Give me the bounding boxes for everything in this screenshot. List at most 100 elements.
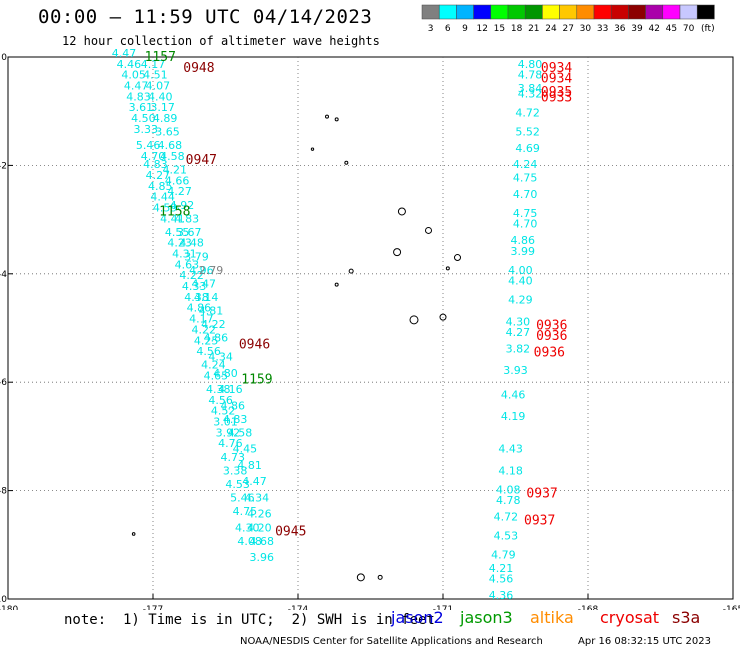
wave-height-label: 3.67 bbox=[177, 226, 202, 239]
wave-height-label: 4.56 bbox=[196, 345, 221, 358]
wave-height-label: 4.80 bbox=[213, 367, 238, 380]
wave-height-label: 4.78 bbox=[496, 494, 521, 507]
island-outline bbox=[348, 268, 354, 274]
wave-height-label: 4.22 bbox=[192, 323, 217, 336]
wave-height-label: 4.72 bbox=[515, 107, 540, 120]
wave-height-label: 4.75 bbox=[513, 207, 538, 220]
wave-height-label: 4.68 bbox=[158, 139, 183, 152]
color-scale-label: 9 bbox=[462, 24, 468, 34]
y-tick-label: -6 bbox=[0, 378, 7, 388]
wave-height-label: 4.63 bbox=[175, 258, 200, 271]
color-scale-label: (ft) bbox=[701, 24, 715, 34]
wave-height-label: 4.27 bbox=[167, 185, 192, 198]
wave-height-label: 4.46 bbox=[117, 58, 142, 71]
wave-height-label: 4.16 bbox=[218, 383, 243, 396]
wave-height-label: 3.79 bbox=[184, 250, 209, 263]
wave-height-label: 4.92 bbox=[170, 199, 195, 212]
wave-height-label: 3.33 bbox=[134, 123, 159, 136]
satellite-legend-s3a: s3a bbox=[672, 608, 701, 627]
wave-height-label: 4.76 bbox=[218, 437, 243, 450]
wave-height-label: 4.43 bbox=[498, 443, 523, 456]
wave-height-label: 4.51 bbox=[143, 69, 168, 82]
wave-height-label: 4.81 bbox=[237, 459, 262, 472]
wave-height-label: 4.70 bbox=[513, 188, 538, 201]
color-scale-label: 30 bbox=[580, 24, 592, 34]
wave-height-label: 3.84 bbox=[518, 82, 543, 95]
wave-height-label: 4.19 bbox=[501, 410, 526, 423]
wave-height-label: 4.47 bbox=[112, 47, 137, 60]
wave-height-label: 4.83 bbox=[126, 90, 151, 103]
wave-height-label: 4.80 bbox=[518, 58, 543, 71]
page-title: 00:00 – 11:59 UTC 04/14/2023 bbox=[38, 6, 373, 28]
wave-height-label: 4.66 bbox=[165, 174, 190, 187]
wave-height-label: 4.50 bbox=[131, 112, 156, 125]
footer-timestamp: Apr 16 08:32:15 UTC 2023 bbox=[578, 636, 711, 647]
wave-height-label: 4.31 bbox=[172, 248, 197, 261]
wave-height-label: 4.38 bbox=[184, 291, 209, 304]
island-outline bbox=[344, 160, 349, 165]
wave-height-label: 3.96 bbox=[250, 551, 275, 564]
satellite-legend-altika: altika bbox=[530, 608, 574, 627]
wave-height-label: 4.46 bbox=[501, 388, 526, 401]
wave-height-label: 4.21 bbox=[163, 164, 188, 177]
wave-height-label: 3.99 bbox=[511, 245, 536, 258]
x-tick-label: -174 bbox=[288, 605, 309, 610]
wave-height-label: 4.17 bbox=[141, 58, 166, 71]
x-tick-label: -177 bbox=[143, 605, 163, 610]
wave-height-label: 4.78 bbox=[518, 69, 543, 82]
island-outline bbox=[131, 532, 136, 536]
time-label: 0936 bbox=[536, 318, 567, 333]
wave-height-label: 4.86 bbox=[511, 234, 536, 247]
wave-height-label: 4.79 bbox=[491, 548, 516, 561]
time-label: 1159 bbox=[241, 372, 272, 387]
wave-height-label: 4.40 bbox=[148, 90, 173, 103]
wave-height-label: 4.52 bbox=[211, 405, 236, 418]
satellite-legend-jason2: jason2 bbox=[391, 608, 444, 627]
color-scale-label: 70 bbox=[683, 24, 695, 34]
wave-height-label: 4.08 bbox=[237, 535, 262, 548]
wave-height-label: 4.22 bbox=[179, 269, 204, 282]
wave-height-label: 5.46 bbox=[230, 491, 255, 504]
footer-note: note: 1) Time is in UTC; 2) SWH is in fe… bbox=[64, 612, 435, 628]
wave-height-label: 4.86 bbox=[204, 332, 229, 345]
y-tick-label: -8 bbox=[0, 487, 7, 497]
wave-height-label: 4.53 bbox=[494, 529, 519, 542]
wave-height-label: 4.32 bbox=[518, 88, 543, 101]
wave-height-label: 4.58 bbox=[228, 426, 253, 439]
wave-height-label: 3.38 bbox=[223, 464, 248, 477]
island-outline bbox=[425, 226, 432, 234]
time-label: 0935 bbox=[541, 85, 572, 100]
wave-height-label: 4.21 bbox=[489, 562, 514, 575]
wave-height-label: 4.73 bbox=[221, 451, 246, 464]
wave-height-label: 4.08 bbox=[496, 483, 521, 496]
color-scale-label: 6 bbox=[445, 24, 451, 34]
time-labels: 1157094809471158094611590945093409340935… bbox=[145, 50, 573, 539]
satellite-legend-cryosat: cryosat bbox=[600, 608, 660, 627]
wave-height-label: 4.68 bbox=[250, 535, 275, 548]
wave-height-label: 4.05 bbox=[121, 69, 146, 82]
wave-height-label: 4.47 bbox=[242, 475, 267, 488]
wave-height-label: 4.53 bbox=[225, 478, 250, 491]
wave-height-label: 4.25 bbox=[194, 334, 219, 347]
wave-height-label: 4.83 bbox=[143, 158, 168, 171]
wave-height-label: 4.22 bbox=[201, 318, 226, 331]
wave-height-label: 4.00 bbox=[508, 264, 533, 277]
island-outline bbox=[325, 114, 329, 119]
island-outline bbox=[445, 266, 450, 271]
wave-height-label: 4.69 bbox=[515, 142, 540, 155]
color-scale-swatch bbox=[696, 4, 715, 20]
wave-height-label: 4.24 bbox=[513, 158, 538, 171]
wave-height-label: 3.92 bbox=[216, 426, 241, 439]
wave-height-label: 4.75 bbox=[233, 505, 258, 518]
color-scale-label: 12 bbox=[476, 24, 487, 34]
time-label: 0936 bbox=[534, 345, 565, 360]
wave-height-label: 5.46 bbox=[136, 139, 161, 152]
y-tick-label: 0 bbox=[1, 53, 7, 63]
wave-height-label: 4.18 bbox=[498, 464, 523, 477]
wave-height-label: 4.36 bbox=[489, 589, 514, 602]
wave-height-label: 4.70 bbox=[141, 150, 166, 163]
wave-height-label: 4.81 bbox=[199, 304, 224, 317]
island-outline bbox=[377, 574, 383, 580]
wave-height-label: 4.96 bbox=[189, 264, 214, 277]
map-frame bbox=[7, 56, 734, 600]
